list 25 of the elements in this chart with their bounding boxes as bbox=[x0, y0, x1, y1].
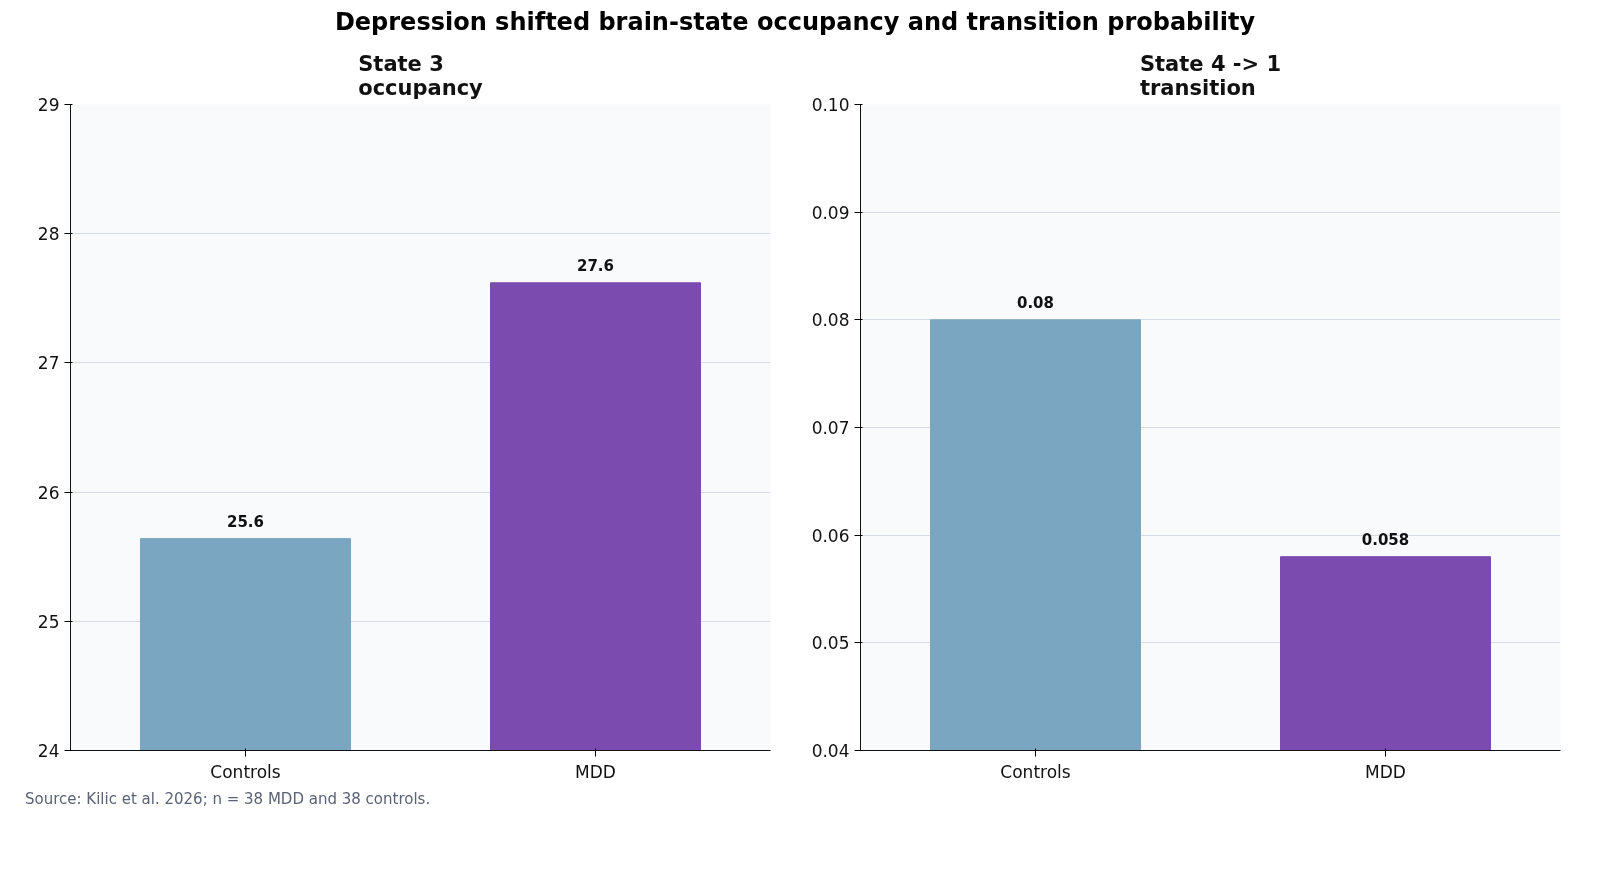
x-tick-label: Controls bbox=[210, 761, 281, 782]
source-note: Source: Kilic et al. 2026; n = 38 MDD and 38 controls. bbox=[25, 789, 431, 811]
y-tick-label: 29 bbox=[37, 95, 60, 116]
x-tick-label: MDD bbox=[1365, 761, 1406, 782]
y-tick-label: 26 bbox=[37, 482, 60, 503]
data-label: 27.6 bbox=[577, 257, 615, 276]
y-tick-label: 28 bbox=[37, 224, 60, 245]
chart-subtitle: State 4 -> 1 transition bbox=[1139, 51, 1282, 100]
data-label: 0.058 bbox=[1361, 530, 1410, 549]
y-tick-label: 25 bbox=[37, 612, 60, 633]
chart-title: Depression shifted brain-state occupancy and transition probability bbox=[334, 7, 1256, 38]
x-tick-label: MDD bbox=[575, 761, 616, 782]
data-label: 25.6 bbox=[227, 512, 265, 531]
chart-subtitle: State 3 occupancy bbox=[358, 51, 484, 100]
x-tick-label: Controls bbox=[1000, 761, 1071, 782]
data-label: 0.08 bbox=[1017, 294, 1055, 313]
y-tick-label: 27 bbox=[37, 353, 60, 374]
y-tick-label: 0.09 bbox=[811, 202, 850, 223]
y-tick-label: 0.07 bbox=[811, 418, 850, 439]
y-tick-label: 24 bbox=[37, 741, 60, 762]
y-tick-label: 0.10 bbox=[811, 95, 850, 116]
y-tick-label: 0.04 bbox=[811, 741, 850, 762]
y-tick-label: 0.06 bbox=[811, 525, 850, 546]
y-tick-label: 0.08 bbox=[811, 310, 850, 331]
y-tick-label: 0.05 bbox=[811, 633, 850, 654]
